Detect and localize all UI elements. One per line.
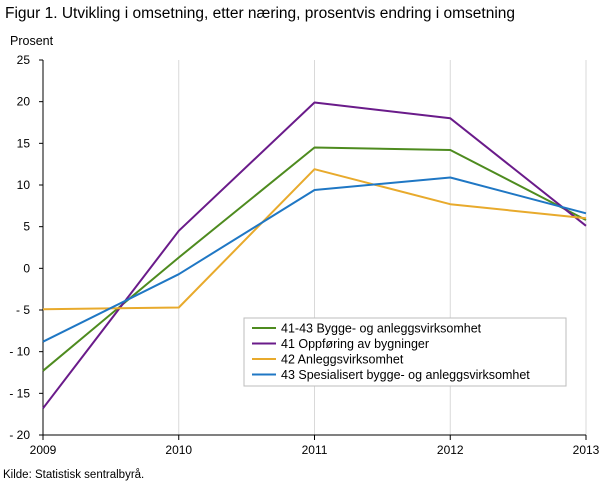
y-tick-label: 5 — [23, 220, 30, 234]
y-tick-label: 0 — [23, 261, 30, 275]
legend-label: 43 Spesialisert bygge- og anleggsvirksom… — [281, 368, 530, 382]
y-axis-label: Prosent — [10, 34, 54, 48]
y-tick-label: 10 — [17, 178, 31, 192]
x-tick-label: 2012 — [437, 443, 464, 457]
legend-label: 42 Anleggsvirksomhet — [281, 353, 404, 367]
source-note: Kilde: Statistisk sentralbyrå. — [3, 469, 145, 481]
y-tick-label: - 5 — [16, 303, 30, 317]
series-line-2 — [42, 101, 587, 409]
y-tick-label: 15 — [17, 136, 31, 150]
y-tick-label: - 15 — [9, 386, 30, 400]
series-line-3 — [42, 168, 587, 311]
chart-title: Figur 1. Utvikling i omsetning, etter næ… — [5, 5, 516, 22]
x-tick-label: 2010 — [165, 443, 192, 457]
y-tick-label: 25 — [17, 53, 31, 67]
series-line-4 — [42, 176, 587, 343]
legend-label: 41-43 Bygge- og anleggsvirksomhet — [281, 322, 482, 336]
y-tick-label: 20 — [17, 95, 31, 109]
legend-box — [243, 317, 567, 387]
x-tick-label: 2009 — [30, 443, 57, 457]
y-tick-label: - 10 — [9, 345, 30, 359]
series-line-1 — [42, 146, 587, 372]
series-layer — [42, 101, 587, 409]
y-tick-label: - 20 — [9, 428, 30, 442]
legend-label: 41 Oppføring av bygninger — [281, 337, 429, 351]
x-tick-label: 2013 — [573, 443, 600, 457]
x-tick-label: 2011 — [302, 443, 328, 457]
